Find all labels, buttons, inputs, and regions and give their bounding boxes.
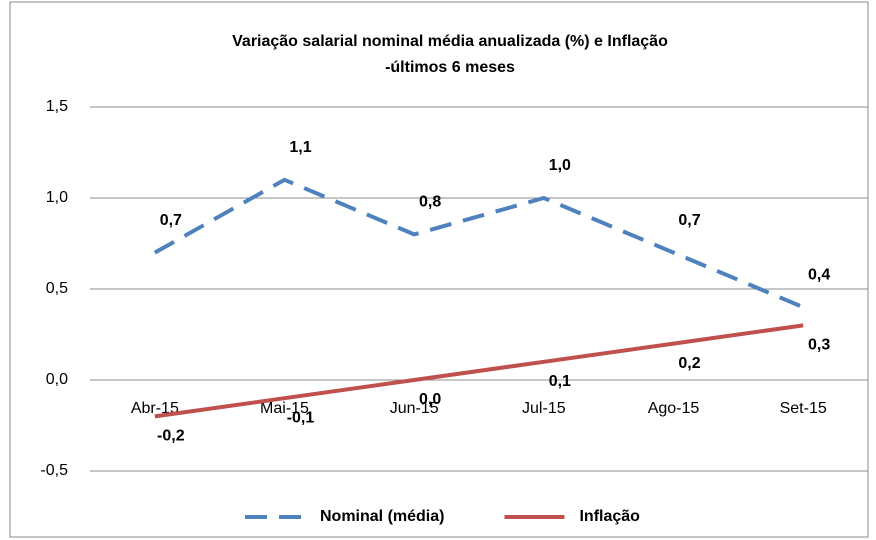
data-label: 0,0 — [419, 391, 441, 408]
data-label: 0,7 — [678, 212, 700, 229]
x-tick-label: Ago-15 — [648, 400, 700, 417]
data-label: -0,2 — [157, 428, 185, 445]
y-tick-label: 1,5 — [46, 98, 68, 115]
data-label: 0,4 — [808, 266, 830, 283]
y-tick-label: -0,5 — [40, 462, 68, 479]
chart-title: Variação salarial nominal média anualiza… — [232, 33, 668, 50]
data-label: -0,1 — [287, 409, 315, 426]
x-tick-label: Jul-15 — [522, 400, 566, 417]
legend-label: Inflação — [579, 508, 640, 525]
y-tick-label: 1,0 — [46, 189, 68, 206]
data-label: 1,1 — [289, 139, 311, 156]
x-tick-label: Mai-15 — [260, 400, 309, 417]
y-tick-label: 0,5 — [46, 280, 68, 297]
data-label: 0,7 — [160, 212, 182, 229]
legend-label: Nominal (média) — [320, 508, 444, 525]
data-label: 0,1 — [549, 373, 571, 390]
chart-border — [9, 1, 869, 538]
data-label: 0,8 — [419, 194, 441, 211]
data-label: 1,0 — [549, 157, 571, 174]
data-label: 0,2 — [678, 355, 700, 372]
y-tick-label: 0,0 — [46, 371, 68, 388]
series-line — [154, 323, 804, 419]
series-line — [153, 177, 804, 310]
chart-subtitle: -últimos 6 meses — [385, 59, 515, 76]
x-tick-label: Set-15 — [780, 400, 827, 417]
x-tick-label: Jun-15 — [390, 400, 439, 417]
data-label: 0,3 — [808, 337, 830, 354]
